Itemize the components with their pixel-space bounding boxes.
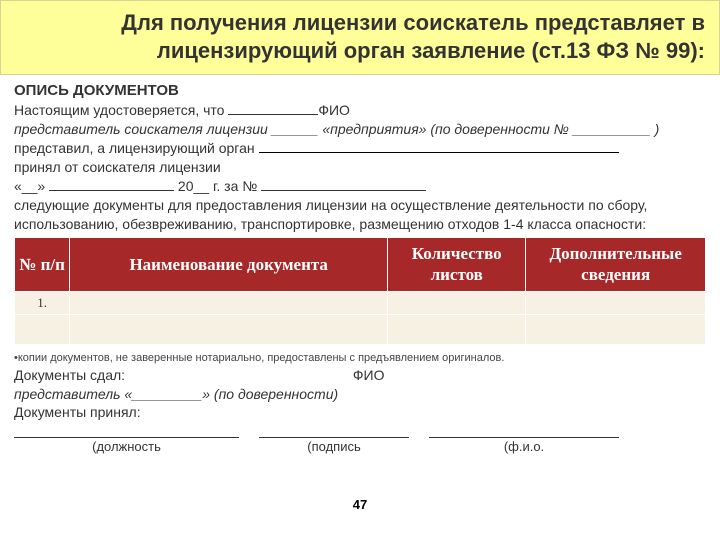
header-title: Для получения лицензии соискатель предст…: [121, 10, 705, 63]
documents-table: № п/п Наименование документа Количество …: [14, 237, 706, 344]
blank-fio: [228, 101, 318, 115]
document-body: ОПИСЬ ДОКУМЕНТОВ Настоящим удостоверяетс…: [0, 75, 720, 460]
slide-header: Для получения лицензии соискатель предст…: [0, 0, 720, 75]
cell-num: 1.: [15, 292, 70, 315]
cell-extra: [526, 292, 706, 315]
footnote: •копии документов, не заверенные нотариа…: [14, 351, 706, 366]
table-header-row: № п/п Наименование документа Количество …: [15, 238, 706, 292]
cell-name: [70, 314, 388, 344]
line-3: представил, а лицензирующий орган: [14, 139, 706, 158]
col-sheets: Количество листов: [388, 238, 526, 292]
line3-text: представил, а лицензирующий орган: [14, 140, 259, 156]
footnote-text: копии документов, не заверенные нотариал…: [18, 352, 505, 364]
blank-authority: [259, 139, 619, 153]
cell-num: [15, 314, 70, 344]
cell-extra: [526, 314, 706, 344]
lbl-position: (должность: [14, 438, 239, 456]
signature-lines: [14, 424, 706, 438]
line5-a: «__»: [14, 178, 49, 194]
col-extra: Дополнительные сведения: [526, 238, 706, 292]
blank-name: [429, 424, 619, 438]
line1-fio-label: ФИО: [318, 102, 350, 118]
lbl-signature: (подпись: [259, 438, 409, 456]
line-4: принял от соискателя лицензии: [14, 158, 706, 177]
table-row: [15, 314, 706, 344]
line-2: представитель соискателя лицензии ______…: [14, 120, 706, 139]
line-1: Настоящим удостоверяется, что ФИО: [14, 101, 706, 120]
table-row: 1.: [15, 292, 706, 315]
blank-date: [49, 177, 174, 191]
handed-line: Документы сдал: ФИО: [14, 366, 706, 385]
cell-sheets: [388, 292, 526, 315]
blank-number: [261, 177, 426, 191]
line1-prefix: Настоящим удостоверяется, что: [14, 102, 228, 118]
signature-labels: (должность (подпись (ф.и.о.: [14, 438, 706, 456]
col-name: Наименование документа: [70, 238, 388, 292]
line-6: следующие документы для предоставления л…: [14, 196, 706, 234]
fio-label: ФИО: [353, 367, 385, 383]
lbl-name: (ф.и.о.: [429, 438, 619, 456]
line5-b: 20__ г. за №: [174, 178, 261, 194]
blank-position: [14, 424, 239, 438]
blank-signature: [259, 424, 409, 438]
cell-name: [70, 292, 388, 315]
handed-label: Документы сдал:: [14, 367, 125, 383]
cell-sheets: [388, 314, 526, 344]
accepted-line: Документы принял:: [14, 403, 706, 422]
page-number: 47: [0, 497, 720, 512]
section-title: ОПИСЬ ДОКУМЕНТОВ: [14, 81, 706, 101]
line-5: «__» 20__ г. за №: [14, 177, 706, 196]
col-num: № п/п: [15, 238, 70, 292]
representative-line: представитель «_________» (по довереннос…: [14, 385, 706, 404]
